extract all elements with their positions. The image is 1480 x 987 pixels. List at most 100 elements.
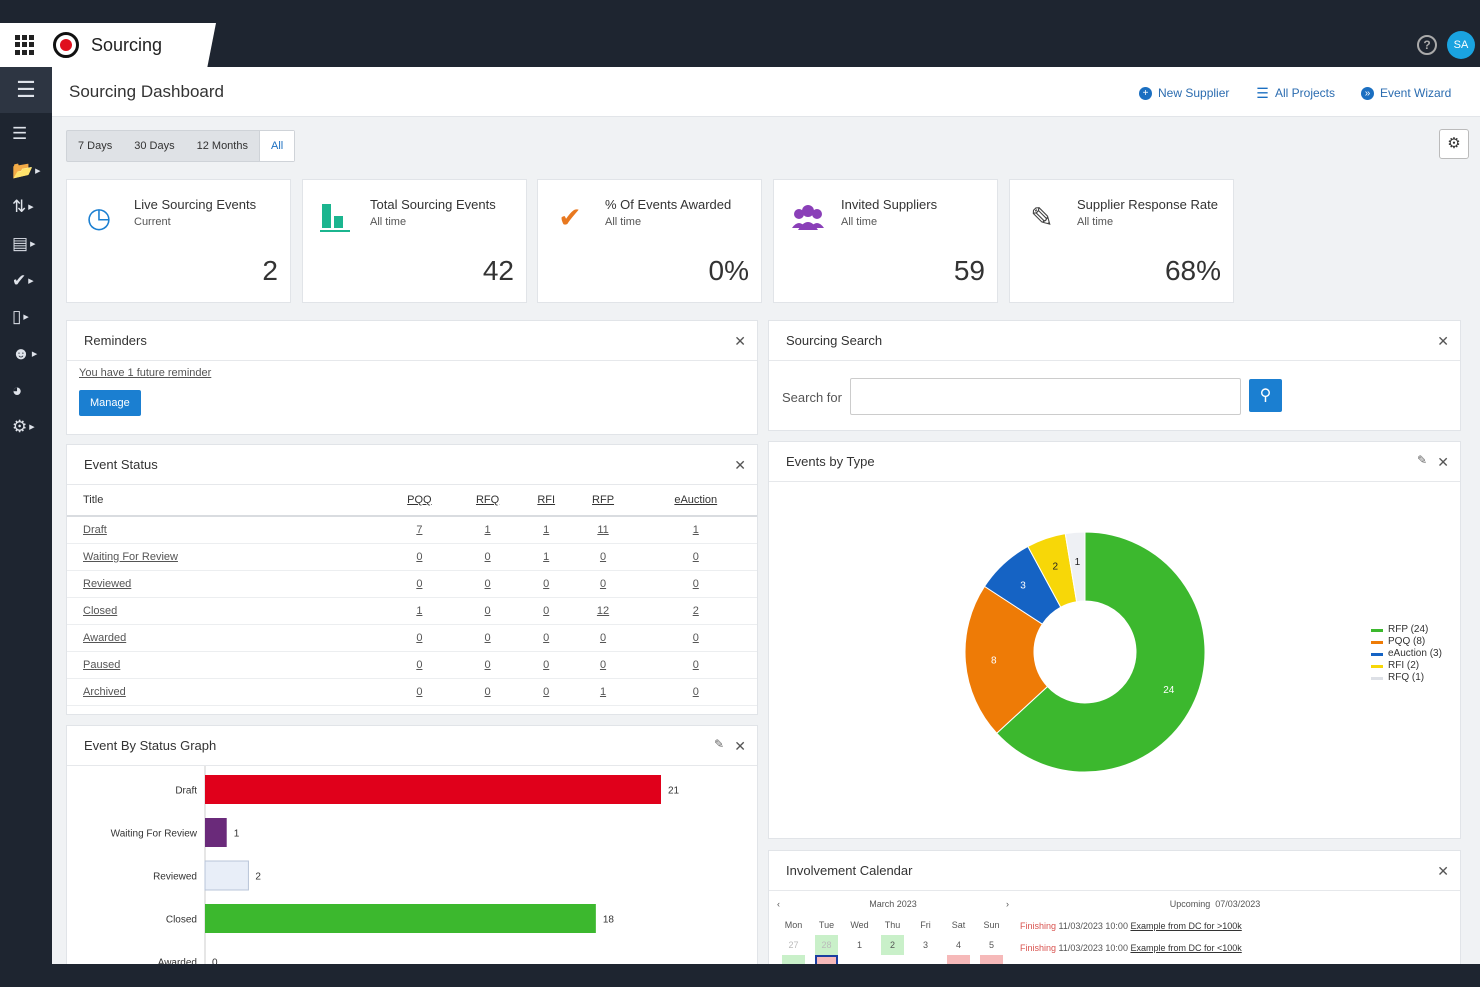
close-icon[interactable]: ✕	[1437, 863, 1449, 879]
close-icon[interactable]: ✕	[1437, 333, 1449, 349]
calendar-day[interactable]: 27	[788, 940, 799, 950]
count-link[interactable]: 0	[634, 651, 757, 679]
count-link[interactable]: 0	[571, 570, 635, 598]
filter-12-months[interactable]: 12 Months	[196, 140, 248, 152]
event-link[interactable]: Example from DC for <100k	[1130, 943, 1242, 953]
app-grid-icon[interactable]	[15, 35, 35, 55]
legend-item[interactable]: eAuction (3)	[1371, 648, 1442, 660]
column-header[interactable]: RFQ	[454, 485, 521, 517]
menu-icon[interactable]: ☰	[0, 67, 52, 113]
avatar[interactable]: SA	[1447, 31, 1475, 59]
calendar-day[interactable]: 28	[815, 935, 838, 955]
count-link[interactable]: 0	[384, 651, 455, 679]
pie-slice-rfq[interactable]	[1064, 531, 1086, 603]
pie-slice-pqq[interactable]	[964, 585, 1049, 734]
row-title-link[interactable]: Closed	[67, 597, 385, 625]
count-link[interactable]: 0	[520, 597, 572, 625]
count-link[interactable]: 0	[520, 651, 572, 679]
count-link[interactable]: 12	[571, 597, 635, 625]
row-title-link[interactable]: Draft	[67, 516, 385, 544]
close-icon[interactable]: ✕	[734, 457, 746, 473]
count-link[interactable]: 0	[454, 678, 521, 706]
count-link[interactable]: 0	[634, 543, 757, 571]
legend-item[interactable]: RFP (24)	[1371, 624, 1442, 636]
event-wizard-link[interactable]: » Event Wizard	[1361, 86, 1451, 100]
calendar-day[interactable]: 2	[881, 935, 904, 955]
legend-item[interactable]: RFI (2)	[1371, 660, 1442, 672]
all-projects-link[interactable]: ☰ All Projects	[1256, 84, 1336, 101]
check-circle-icon[interactable]: ✔ ▶	[12, 271, 34, 290]
event-link[interactable]: Example from DC for >100k	[1130, 921, 1242, 931]
count-link[interactable]: 0	[384, 678, 455, 706]
close-icon[interactable]: ✕	[734, 333, 746, 349]
column-header[interactable]: eAuction	[634, 485, 757, 517]
count-link[interactable]: 0	[571, 543, 635, 571]
count-link[interactable]: 0	[454, 597, 521, 625]
count-link[interactable]: 11	[571, 516, 635, 544]
count-link[interactable]: 0	[454, 570, 521, 598]
row-title-link[interactable]: Paused	[67, 651, 385, 679]
chevron-right-icon[interactable]: ›	[1006, 899, 1009, 909]
stat-card-total-events[interactable]: Total Sourcing Events All time 42	[302, 179, 527, 303]
count-link[interactable]: 0	[634, 570, 757, 598]
count-link[interactable]: 1	[520, 516, 572, 544]
chevron-left-icon[interactable]: ‹	[777, 899, 780, 909]
calendar-day[interactable]: 1	[856, 940, 862, 950]
count-link[interactable]: 7	[384, 516, 455, 544]
stat-card-live-events[interactable]: ◷ Live Sourcing Events Current 2	[66, 179, 291, 303]
count-link[interactable]: 0	[520, 678, 572, 706]
count-link[interactable]: 2	[634, 597, 757, 625]
help-icon[interactable]: ?	[1417, 35, 1437, 55]
user-icon[interactable]: ☻ ▶	[12, 344, 38, 363]
count-link[interactable]: 0	[634, 678, 757, 706]
calendar-day[interactable]: 3	[922, 940, 928, 950]
bar-closed[interactable]	[205, 904, 596, 933]
count-link[interactable]: 0	[454, 543, 521, 571]
calendar-day[interactable]: 5	[988, 940, 994, 950]
count-link[interactable]: 0	[520, 624, 572, 652]
row-title-link[interactable]: Reviewed	[67, 570, 385, 598]
row-title-link[interactable]: Awarded	[67, 624, 385, 652]
count-link[interactable]: 0	[384, 543, 455, 571]
stat-card-events-awarded[interactable]: ✔ % Of Events Awarded All time 0%	[537, 179, 762, 303]
count-link[interactable]: 0	[454, 651, 521, 679]
bar-draft[interactable]	[205, 775, 661, 804]
count-link[interactable]: 1	[634, 516, 757, 544]
count-link[interactable]: 0	[520, 570, 572, 598]
filter-30-days[interactable]: 30 Days	[134, 140, 175, 152]
count-link[interactable]: 0	[454, 624, 521, 652]
pie-slice-rfp[interactable]	[996, 531, 1206, 773]
pencil-icon[interactable]: ✎	[1416, 453, 1427, 467]
column-header[interactable]: PQQ	[384, 485, 455, 517]
count-link[interactable]: 1	[454, 516, 521, 544]
bar-reviewed[interactable]	[204, 860, 249, 891]
list-icon[interactable]: ☰	[12, 124, 28, 143]
count-link[interactable]: 0	[571, 624, 635, 652]
legend-item[interactable]: PQQ (8)	[1371, 636, 1442, 648]
close-icon[interactable]: ✕	[1437, 454, 1449, 470]
search-input[interactable]	[850, 378, 1241, 415]
row-title-link[interactable]: Waiting For Review	[67, 543, 385, 571]
filter-all[interactable]: All	[258, 131, 295, 161]
manage-button[interactable]: Manage	[79, 390, 141, 416]
count-link[interactable]: 0	[634, 624, 757, 652]
count-link[interactable]: 1	[571, 678, 635, 706]
new-supplier-link[interactable]: + New Supplier	[1139, 86, 1229, 100]
column-header[interactable]: RFP	[571, 485, 635, 517]
count-link[interactable]: 0	[384, 570, 455, 598]
bar-waiting-for-review[interactable]	[205, 818, 227, 847]
count-link[interactable]: 1	[384, 597, 455, 625]
folder-icon[interactable]: 📂 ▶	[12, 161, 41, 180]
row-title-link[interactable]: Archived	[67, 678, 385, 706]
filter-7-days[interactable]: 7 Days	[78, 140, 113, 152]
sort-arrows-icon[interactable]: ⇅ ▶	[12, 197, 34, 216]
count-link[interactable]: 1	[520, 543, 572, 571]
pie-chart-icon[interactable]: ◕	[12, 381, 23, 400]
close-icon[interactable]: ✕	[734, 738, 746, 754]
count-link[interactable]: 0	[571, 651, 635, 679]
future-reminder-link[interactable]: You have 1 future reminder	[79, 367, 212, 379]
export-icon[interactable]: ▤ ▶	[12, 234, 36, 253]
settings-icon[interactable]: ⚙ ▶	[12, 417, 35, 436]
pencil-icon[interactable]: ✎	[713, 737, 724, 751]
legend-item[interactable]: RFQ (1)	[1371, 672, 1442, 684]
